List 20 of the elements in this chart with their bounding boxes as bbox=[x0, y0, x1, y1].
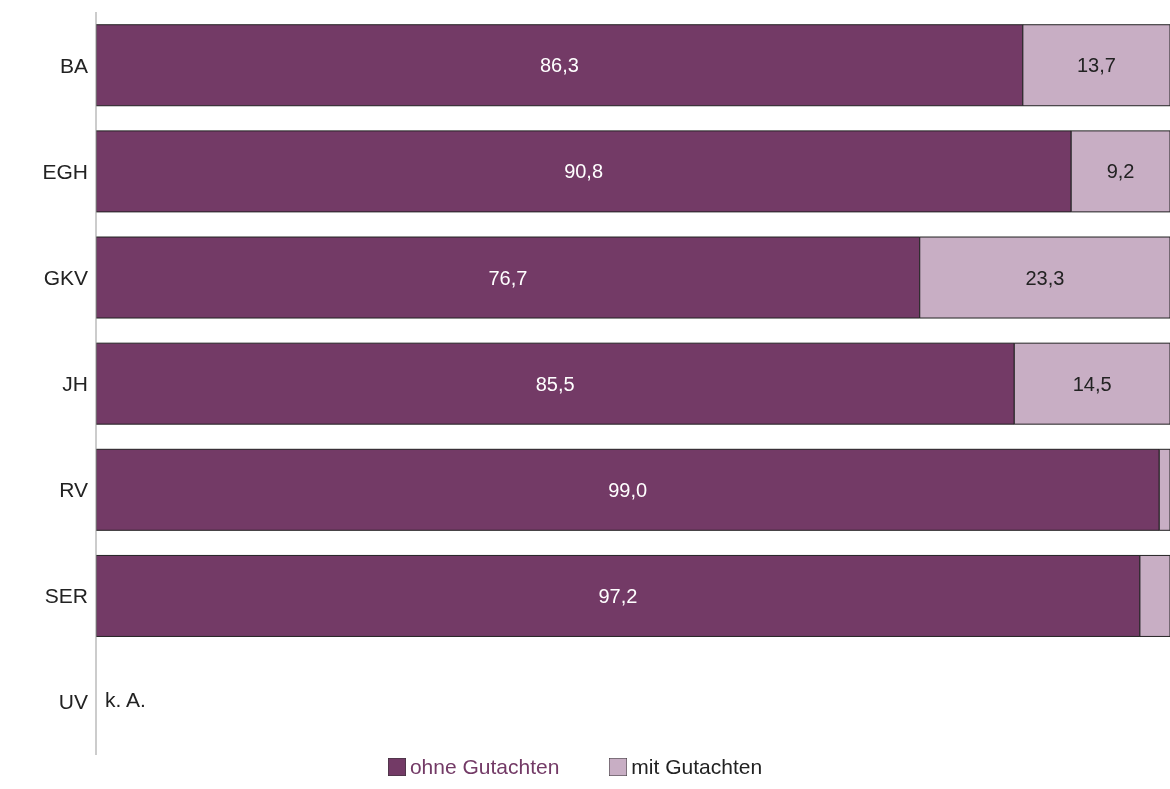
data-label: 86,3 bbox=[539, 54, 579, 77]
data-label: 90,8 bbox=[564, 160, 604, 183]
legend-label: mit Gutachten bbox=[631, 755, 763, 779]
y-tick-label: JH bbox=[62, 371, 88, 395]
data-label: 13,7 bbox=[1076, 54, 1116, 77]
y-tick-label: SER bbox=[44, 584, 88, 608]
text: ohne Gutachten bbox=[409, 755, 560, 779]
y-tick-label: EGH bbox=[42, 159, 88, 183]
y-tick-label: BA bbox=[59, 53, 88, 77]
data-label: 14,5 bbox=[1072, 372, 1112, 395]
data-label: 23,3 bbox=[1025, 266, 1065, 289]
data-label: 97,2 bbox=[598, 585, 638, 608]
y-tick-label: GKV bbox=[43, 265, 88, 289]
y-tick-label: UV bbox=[58, 690, 88, 714]
data-label: 76,7 bbox=[488, 266, 528, 289]
data-label: 9,2 bbox=[1106, 160, 1135, 183]
data-label: 85,5 bbox=[535, 372, 575, 395]
data-label: 99,0 bbox=[608, 478, 648, 501]
y-tick-label: RV bbox=[59, 478, 88, 502]
annotation: k. A. bbox=[105, 688, 146, 712]
